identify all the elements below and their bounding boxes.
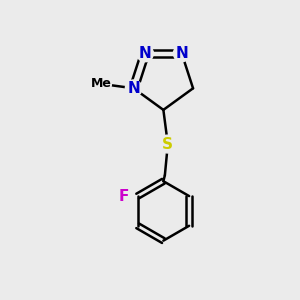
Circle shape: [137, 45, 153, 62]
Text: S: S: [162, 136, 173, 152]
Text: N: N: [175, 46, 188, 61]
Text: Me: Me: [91, 77, 111, 90]
Text: N: N: [127, 81, 140, 96]
Circle shape: [115, 187, 133, 205]
Circle shape: [91, 74, 111, 94]
Circle shape: [173, 45, 190, 62]
Circle shape: [125, 80, 142, 97]
Text: F: F: [119, 189, 129, 204]
Text: N: N: [139, 46, 152, 61]
Circle shape: [159, 135, 177, 153]
